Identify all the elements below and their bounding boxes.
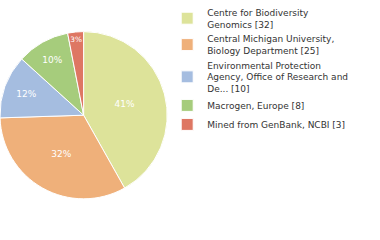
svg-text:Macrogen, Europe [8]: Macrogen, Europe [8] [207, 101, 304, 111]
svg-text:41%: 41% [114, 99, 134, 109]
svg-text:Central Michigan University,Bi: Central Michigan University,Biology Depa… [207, 34, 334, 56]
svg-text:Environmental ProtectionAgency: Environmental ProtectionAgency, Office o… [207, 61, 348, 94]
svg-text:3%: 3% [70, 35, 82, 44]
svg-text:Mined from GenBank, NCBI [3]: Mined from GenBank, NCBI [3] [207, 120, 345, 130]
svg-text:10%: 10% [42, 55, 62, 65]
svg-text:Centre for BiodiversityGenomic: Centre for BiodiversityGenomics [32] [207, 8, 309, 30]
svg-text:12%: 12% [16, 89, 36, 99]
svg-text:32%: 32% [51, 149, 71, 159]
